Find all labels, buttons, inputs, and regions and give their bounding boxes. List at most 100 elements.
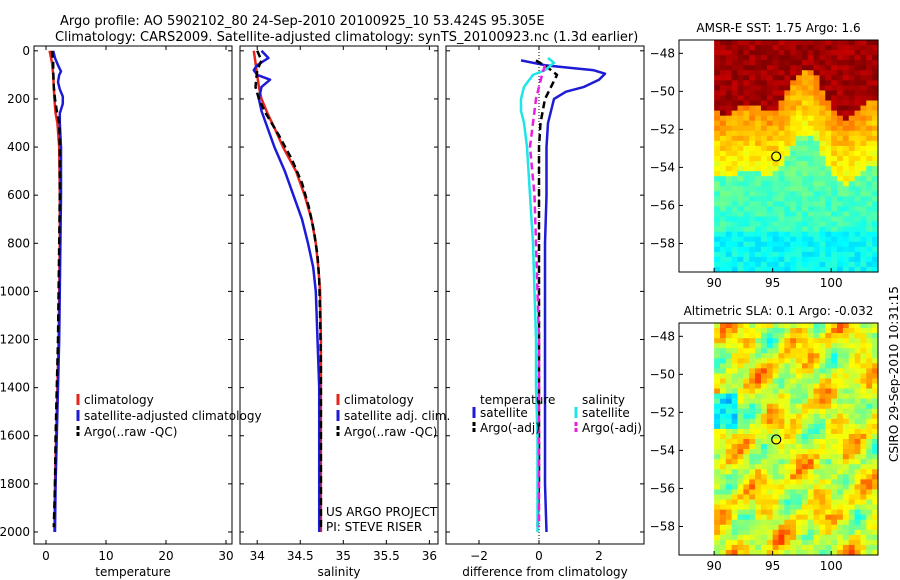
heatmap-cell	[737, 181, 744, 187]
heatmap-cell	[796, 499, 803, 506]
heatmap-cell	[731, 241, 739, 248]
heatmap-cell	[719, 413, 727, 420]
heatmap-cell	[784, 191, 791, 197]
heatmap-cell	[725, 479, 733, 485]
heatmap-cell	[825, 489, 832, 496]
heatmap-cell	[766, 534, 774, 541]
heatmap-cell	[848, 50, 856, 56]
heatmap-cell	[772, 549, 780, 556]
heatmap-cell	[766, 166, 774, 172]
heatmap-cell	[866, 433, 873, 440]
heatmap-cell	[790, 323, 797, 329]
heatmap-cell	[825, 231, 832, 238]
heatmap-cell	[848, 464, 856, 470]
heatmap-cell	[825, 328, 832, 334]
heatmap-cell	[760, 226, 768, 233]
heatmap-cell	[766, 423, 774, 430]
heatmap-cell	[778, 469, 785, 475]
heatmap-cell	[848, 398, 856, 405]
heatmap-cell	[860, 256, 867, 263]
heatmap-cell	[866, 75, 873, 81]
heatmap-cell	[784, 383, 791, 390]
heatmap-cell	[731, 135, 739, 142]
heatmap-cell	[860, 171, 867, 177]
heatmap-cell	[749, 161, 756, 167]
heatmap-cell	[725, 110, 733, 117]
heatmap-cell	[731, 186, 739, 192]
heatmap-cell	[784, 171, 791, 177]
heatmap-cell	[719, 236, 727, 243]
heatmap-cell	[731, 80, 739, 86]
heatmap-cell	[766, 539, 774, 546]
heatmap-cell	[714, 181, 721, 187]
heatmap-cell	[755, 70, 762, 76]
heatmap-cell	[749, 418, 756, 425]
heatmap-cell	[731, 45, 739, 51]
heatmap-cell	[719, 95, 727, 102]
heatmap-cell	[725, 85, 733, 92]
heatmap-cell	[825, 353, 832, 359]
heatmap-cell	[825, 196, 832, 202]
heatmap-cell	[825, 40, 832, 46]
heatmap-cell	[825, 459, 832, 465]
heatmap-cell	[813, 125, 821, 132]
heatmap-cell	[837, 433, 844, 440]
heatmap-cell	[801, 90, 809, 97]
heatmap-cell	[719, 368, 727, 375]
heatmap-cell	[725, 191, 733, 197]
heatmap-cell	[725, 524, 733, 531]
legend-label: satellite adj. clim.	[344, 409, 450, 423]
heatmap-cell	[819, 140, 826, 147]
heatmap-cell	[813, 439, 821, 445]
heatmap-cell	[719, 181, 727, 187]
heatmap-cell	[760, 85, 768, 92]
heatmap-cell	[825, 216, 832, 223]
heatmap-cell	[766, 125, 774, 132]
heatmap-cell	[790, 338, 797, 344]
heatmap-cell	[731, 484, 739, 491]
heatmap-cell	[842, 449, 850, 455]
heatmap-cell	[831, 266, 838, 273]
heatmap-cell	[714, 90, 721, 97]
heatmap-cell	[837, 418, 844, 425]
heatmap-cell	[848, 266, 856, 273]
heatmap-cell	[807, 65, 815, 71]
heatmap-cell	[737, 504, 744, 511]
heatmap-cell	[784, 418, 791, 425]
heatmap-cell	[749, 479, 756, 485]
heatmap-cell	[749, 544, 756, 551]
heatmap-cell	[842, 251, 850, 258]
heatmap-cell	[743, 50, 750, 56]
heatmap-cell	[796, 479, 803, 485]
heatmap-cell	[801, 378, 809, 385]
heatmap-cell	[755, 130, 762, 137]
heatmap-cell	[801, 201, 809, 208]
heatmap-cell	[854, 333, 862, 339]
heatmap-cell	[714, 413, 721, 420]
heatmap-cell	[801, 135, 809, 142]
heatmap-cell	[842, 499, 850, 506]
heatmap-cell	[872, 383, 879, 390]
heatmap-cell	[796, 539, 803, 546]
heatmap-cell	[837, 216, 844, 223]
heatmap-cell	[825, 408, 832, 415]
heatmap-cell	[796, 231, 803, 238]
heatmap-cell	[819, 145, 826, 152]
heatmap-cell	[860, 60, 867, 66]
heatmap-cell	[796, 166, 803, 172]
heatmap-cell	[854, 191, 862, 197]
heatmap-cell	[719, 105, 727, 112]
heatmap-cell	[755, 413, 762, 420]
heatmap-cell	[737, 166, 744, 172]
heatmap-cell	[819, 383, 826, 390]
heatmap-cell	[842, 156, 850, 162]
heatmap-cell	[778, 323, 785, 329]
heatmap-cell	[784, 90, 791, 97]
heatmap-cell	[854, 444, 862, 450]
heatmap-cell	[755, 343, 762, 349]
heatmap-cell	[790, 433, 797, 440]
heatmap-cell	[766, 90, 774, 97]
heatmap-cell	[854, 196, 862, 202]
heatmap-cell	[848, 211, 856, 218]
heatmap-cell	[778, 50, 785, 56]
